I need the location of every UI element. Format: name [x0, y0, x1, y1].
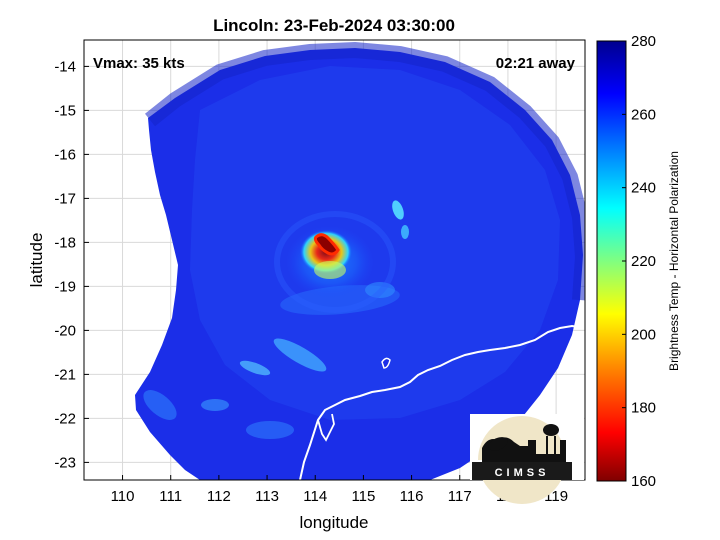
- y-tick-label: -17: [54, 190, 76, 207]
- vmax-label: Vmax: 35 kts: [93, 55, 185, 72]
- cimss-logo: CIMSS: [470, 414, 584, 504]
- storm-core-yellow: [314, 261, 346, 279]
- logo-text: CIMSS: [495, 467, 550, 479]
- island: [381, 357, 391, 369]
- y-tick-label: -20: [54, 322, 76, 339]
- colorbar-ticks: 280 260 240 220 200 180 160: [622, 33, 656, 490]
- axes-box: [83, 39, 586, 481]
- x-tick-label: 110: [111, 488, 135, 505]
- band-streak: [392, 200, 404, 220]
- colorbar-tick-label: 200: [631, 326, 656, 343]
- y-tick-label: -22: [54, 410, 76, 427]
- chart-title: Lincoln: 23-Feb-2024 03:30:00: [213, 16, 455, 35]
- swath-outer-band: [145, 41, 585, 301]
- y-tick-label: -18: [54, 234, 76, 251]
- colorbar: [596, 40, 627, 482]
- band-streak: [201, 399, 229, 411]
- y-ticks: -14 -15 -16 -17 -18 -19 -20 -21 -22 -23: [54, 58, 89, 471]
- eyewall-ring-outline: [274, 211, 396, 313]
- y-tick-label: -14: [54, 58, 76, 75]
- colorbar-tick-label: 260: [631, 106, 656, 123]
- storm-core-red: [313, 233, 340, 256]
- x-tick-label: 115: [351, 488, 375, 505]
- x-tick-label: 114: [303, 488, 327, 505]
- band-streak: [401, 225, 409, 239]
- colorbar-tick-label: 240: [631, 180, 656, 197]
- x-tick-label: 111: [159, 488, 182, 505]
- band-streak: [365, 282, 395, 298]
- band-streak: [143, 390, 177, 420]
- coastline-inlet: [317, 413, 335, 442]
- x-tick-label: 113: [255, 488, 279, 505]
- band-streak: [246, 421, 294, 439]
- colorbar-tick-label: 160: [631, 473, 656, 490]
- x-tick-label: 116: [400, 488, 424, 505]
- x-tick-label: 117: [448, 488, 472, 505]
- y-axis-label: latitude: [27, 233, 46, 288]
- x-axis-label: longitude: [299, 513, 368, 532]
- coastline: [299, 324, 585, 480]
- colorbar-tick-label: 280: [631, 33, 656, 50]
- y-tick-label: -21: [54, 366, 76, 383]
- time-away-label: 02:21 away: [496, 55, 576, 72]
- band-streak: [273, 338, 327, 372]
- y-tick-label: -23: [54, 454, 76, 471]
- y-tick-label: -16: [54, 146, 76, 163]
- colorbar-tick-label: 180: [631, 400, 656, 417]
- band-streak: [239, 360, 271, 376]
- colorbar-tick-label: 220: [631, 253, 656, 270]
- colorbar-label: Brightness Temp - Horizontal Polarizatio…: [667, 151, 681, 371]
- swath-inner: [190, 66, 560, 420]
- y-tick-label: -19: [54, 278, 76, 295]
- x-tick-label: 112: [207, 488, 231, 505]
- y-tick-label: -15: [54, 102, 76, 119]
